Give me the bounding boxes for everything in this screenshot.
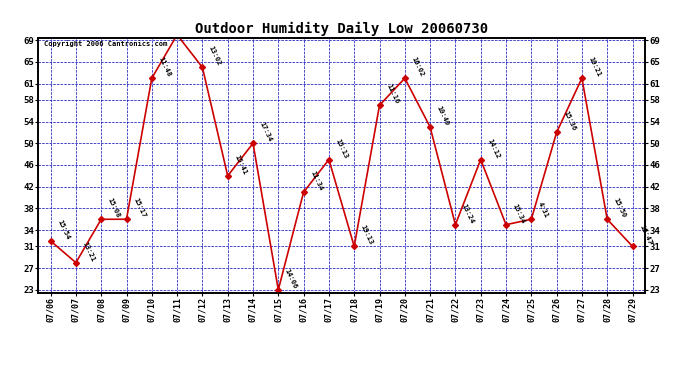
Text: 15:36: 15:36 (562, 110, 577, 132)
Text: 13:24: 13:24 (461, 202, 475, 224)
Text: 15:54: 15:54 (56, 219, 70, 241)
Text: 15:50: 15:50 (613, 197, 627, 219)
Title: Outdoor Humidity Daily Low 20060730: Outdoor Humidity Daily Low 20060730 (195, 22, 488, 36)
Text: Copyright 2006 Cantronics.com: Copyright 2006 Cantronics.com (44, 40, 167, 47)
Text: 15:13: 15:13 (335, 137, 349, 159)
Text: 13:21: 13:21 (81, 240, 96, 262)
Text: 13:02: 13:02 (208, 45, 222, 67)
Text: 16:02: 16:02 (411, 56, 425, 78)
Text: 15:34: 15:34 (511, 202, 526, 224)
Text: 17:34: 17:34 (259, 121, 273, 143)
Text: 16:47: 16:47 (638, 224, 653, 246)
Text: 14:12: 14:12 (486, 137, 501, 159)
Text: 10:21: 10:21 (587, 56, 602, 78)
Text: 4:31: 4:31 (537, 201, 549, 219)
Text: 10:40: 10:40 (435, 105, 450, 127)
Text: 19:13: 19:13 (359, 224, 374, 246)
Text: 11:34: 11:34 (309, 170, 324, 192)
Text: 15:41: 15:41 (233, 154, 248, 176)
Text: 11:16: 11:16 (385, 83, 400, 105)
Text: 11:48: 11:48 (157, 56, 172, 78)
Text: 15:08: 15:08 (107, 197, 121, 219)
Text: 12:31: 12:31 (0, 374, 1, 375)
Text: 15:17: 15:17 (132, 197, 146, 219)
Text: 14:06: 14:06 (284, 268, 298, 290)
